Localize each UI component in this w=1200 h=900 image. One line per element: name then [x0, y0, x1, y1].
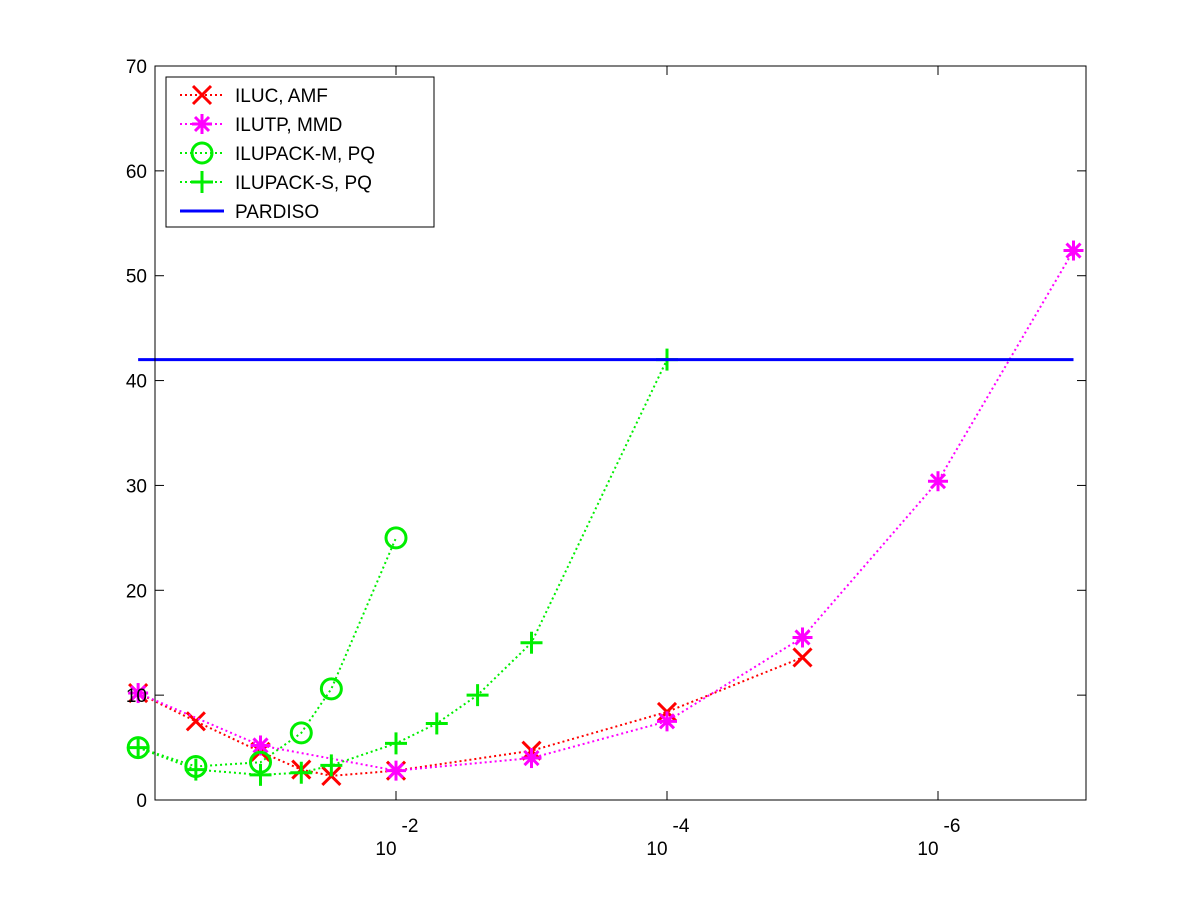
legend-entry-1: ILUTP, MMD: [180, 114, 342, 136]
legend-label: ILUPACK-M, PQ: [235, 144, 375, 165]
legend-swatch-marker: [191, 171, 213, 193]
series-3-point-2: [249, 763, 272, 786]
x-tick-exponent: -2: [402, 816, 419, 837]
legend-swatch-marker-stroke: [190, 141, 214, 165]
series-1-point-0-stroke: [130, 684, 147, 702]
series-1-point-2-stroke: [387, 762, 405, 779]
series-0-point-1-stroke: [185, 711, 206, 732]
series-1-point-5-stroke: [794, 629, 811, 646]
series-1-point-5: [792, 627, 813, 648]
series-1-point-2: [386, 760, 406, 781]
series-1: [128, 240, 1084, 781]
legend-swatch-marker-stroke: [191, 84, 213, 106]
legend-swatch-marker: [191, 84, 213, 106]
series-0-point-8: [792, 647, 813, 668]
series-1-point-3: [521, 748, 542, 769]
legend-label: ILUPACK-S, PQ: [235, 173, 372, 194]
legend-label: ILUTP, MMD: [235, 115, 342, 136]
x-tick-label: 10: [375, 839, 396, 860]
series-1-point-7-stroke: [1065, 242, 1082, 259]
y-tick-label: 0: [136, 791, 147, 812]
legend-entry-2: ILUPACK-M, PQ: [180, 141, 375, 165]
y-tick-label: 70: [126, 57, 147, 78]
legend: ILUC, AMF ILUTP, MMD ILUPACK-M, PQ ILUPACK-…: [165, 76, 435, 228]
series-2-point-4-stroke: [319, 677, 343, 701]
y-tick-label: 10: [126, 686, 147, 707]
series-3-point-7: [466, 684, 489, 707]
y-tick-label: 40: [126, 372, 147, 393]
axes-frame: [154, 65, 1087, 801]
series-2-point-5: [384, 526, 408, 550]
x-tick-label: 10: [646, 839, 667, 860]
x-tick-exponent: -6: [944, 816, 961, 837]
axes-layer: 0 10 20 30 40 50 60 70 10 -2 10 -4 10 -6: [126, 57, 1087, 860]
legend-swatch-marker: [190, 141, 214, 165]
series-3-point-0: [127, 736, 150, 759]
y-tick-label: 30: [126, 476, 147, 497]
legend-entry-3: ILUPACK-S, PQ: [180, 171, 372, 194]
series-1-point-3-stroke: [523, 749, 540, 767]
legend-label: PARDISO: [235, 202, 319, 223]
legend-label: ILUC, AMF: [235, 86, 328, 107]
legend-entry-0: ILUC, AMF: [180, 84, 328, 107]
series-layer: [126, 240, 1084, 786]
y-tick-label: 60: [126, 162, 147, 183]
series-1-point-4: [657, 711, 677, 732]
series-2-point-3-stroke: [289, 721, 313, 745]
x-tick-exponent: -4: [673, 816, 690, 837]
series-1-line: [137, 250, 1075, 772]
series-3-point-4: [320, 754, 343, 777]
series-3: [127, 348, 678, 786]
series-3-point-1: [184, 758, 207, 781]
series-1-point-0: [128, 683, 149, 704]
series-3-point-8: [520, 631, 543, 654]
series-2-point-3: [289, 721, 313, 745]
series-1-point-6: [928, 471, 948, 492]
legend-swatch-marker: [192, 114, 212, 134]
series-1-point-4-stroke: [658, 713, 676, 730]
x-tick-label: 10: [917, 839, 938, 860]
legend-entry-4: PARDISO: [180, 202, 319, 223]
y-tick-label: 20: [126, 581, 147, 602]
series-1-point-1-stroke: [252, 737, 269, 754]
series-2-point-5-stroke: [384, 526, 408, 550]
series-3-point-6: [425, 712, 448, 735]
y-tick-label: 50: [126, 267, 147, 288]
legend-swatch-marker-stroke: [193, 115, 211, 133]
series-3-point-3: [290, 761, 313, 784]
series-1-point-1: [250, 735, 271, 756]
series-1-point-6-stroke: [929, 473, 947, 490]
series-2-point-4: [319, 677, 343, 701]
series-1-point-7: [1063, 240, 1084, 261]
series-3-point-5: [385, 732, 407, 755]
series-0-point-8-stroke: [792, 647, 813, 668]
